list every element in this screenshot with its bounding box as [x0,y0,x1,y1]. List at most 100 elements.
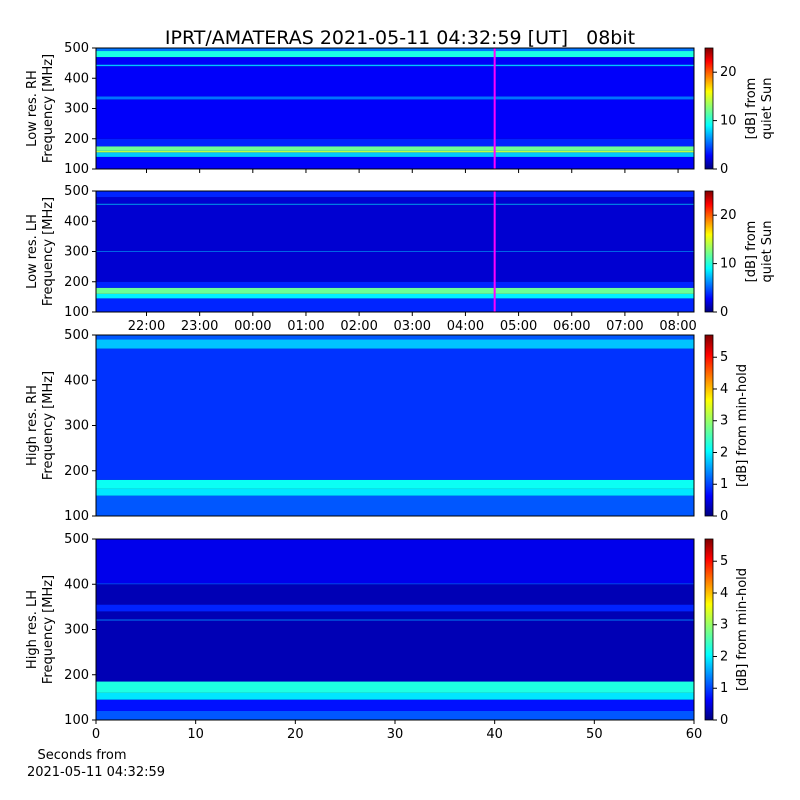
heatmap-band [96,293,694,299]
y-tick-label: 200 [64,132,89,147]
colorbar-label: [dB] from min-hold [735,364,750,487]
y-tick-label: 300 [64,419,89,434]
heatmap-band [96,335,694,340]
heatmap-band [96,710,694,720]
colorbar [704,47,714,170]
heatmap-band [96,156,694,169]
heatmap-band [96,96,694,100]
heatmap-band [96,197,694,204]
colorbar-tick-label: 10 [720,114,737,129]
heatmap-band [96,611,694,620]
heatmap-band [96,298,694,312]
colorbar-tick-label: 0 [720,713,728,728]
x-tick-label: 02:00 [340,319,377,334]
heatmap-band [96,681,694,693]
heatmap-band [96,287,694,294]
x-tick-label: 03:00 [394,319,431,334]
y-tick-label: 200 [64,464,89,479]
heatmap-band [96,479,694,489]
heatmap-band [96,495,694,516]
y-axis-label: Frequency [MHz] [41,54,56,163]
heatmap-band [96,348,694,480]
colorbar-tick-label: 1 [720,477,728,492]
y-tick-label: 300 [64,102,89,117]
y-tick-label: 100 [64,509,89,524]
colorbar-label: quiet Sun [760,220,775,282]
heatmap-band [96,250,694,252]
y-tick-label: 100 [64,713,89,728]
y-axis-label: Frequency [MHz] [41,371,56,480]
heatmap-band [96,191,694,198]
colorbar-tick-label: 20 [720,208,737,223]
y-tick-label: 300 [64,245,89,260]
x-tick-label: 20 [287,727,304,742]
x-tick-label: 07:00 [606,319,643,334]
heatmap-band [96,604,694,612]
x-tick-label: 06:00 [553,319,590,334]
heatmap-band [96,57,694,65]
colorbar-tick-label: 3 [720,414,728,429]
x-tick-label: 10 [187,727,204,742]
colorbar [704,538,714,721]
heatmap-band [96,583,694,585]
heatmap-band [96,51,694,58]
heatmap-band [96,251,694,282]
colorbar-tick-label: 0 [720,305,728,320]
y-tick-label: 500 [64,184,89,199]
x-tick-label: 0 [92,727,100,742]
x-axis-label: Seconds from [37,748,126,763]
heatmap-band [96,488,694,496]
x-tick-label: 40 [486,727,503,742]
colorbar-tick-label: 0 [720,162,728,177]
x-tick-label: 60 [686,727,703,742]
x-tick-label: 01:00 [287,319,324,334]
x-tick-label: 50 [586,727,603,742]
y-tick-label: 400 [64,373,89,388]
x-tick-label: 00:00 [234,319,271,334]
colorbar-label: [dB] from [744,221,759,283]
y-axis-label: Low res. LH [25,214,40,289]
colorbar-tick-label: 4 [720,382,728,397]
y-tick-label: 300 [64,623,89,638]
colorbar-label: [dB] from [744,78,759,140]
x-tick-label: 30 [387,727,404,742]
heatmap-band [96,699,694,711]
colorbar-tick-label: 5 [720,554,728,569]
heatmap-band [96,281,694,288]
colorbar [704,334,714,517]
heatmap-band [96,146,694,151]
chart-title: IPRT/AMATERAS 2021-05-11 04:32:59 [UT] 0… [165,27,635,49]
colorbar-label: [dB] from min-hold [735,568,750,691]
heatmap-band [96,584,694,605]
heatmap-band [96,152,694,157]
y-tick-label: 400 [64,214,89,229]
colorbar-tick-label: 3 [720,618,728,633]
y-tick-label: 500 [64,532,89,547]
colorbar-label: quiet Sun [760,77,775,139]
heatmap-band [96,66,694,97]
x-tick-label: 05:00 [500,319,537,334]
heatmap-band [96,138,694,147]
y-axis-label: High res. LH [25,590,40,669]
x-tick-label: 22:00 [128,319,165,334]
y-tick-label: 400 [64,71,89,86]
y-tick-label: 100 [64,162,89,177]
colorbar-tick-label: 5 [720,350,728,365]
colorbar-tick-label: 4 [720,586,728,601]
x-tick-label: 04:00 [447,319,484,334]
colorbar-tick-label: 10 [720,257,737,272]
x-tick-label: 08:00 [659,319,696,334]
colorbar-tick-label: 20 [720,65,737,80]
y-axis-label: High res. RH [25,385,40,466]
y-axis-label: Frequency [MHz] [41,197,56,306]
heatmap-band [96,692,694,700]
heatmap-band [96,203,694,205]
y-tick-label: 100 [64,305,89,320]
heatmap-band [96,620,694,682]
heatmap-band [96,619,694,621]
heatmap-band [96,339,694,349]
y-axis-label: Frequency [MHz] [41,575,56,684]
y-axis-label: Low res. RH [25,70,40,147]
y-tick-label: 200 [64,668,89,683]
